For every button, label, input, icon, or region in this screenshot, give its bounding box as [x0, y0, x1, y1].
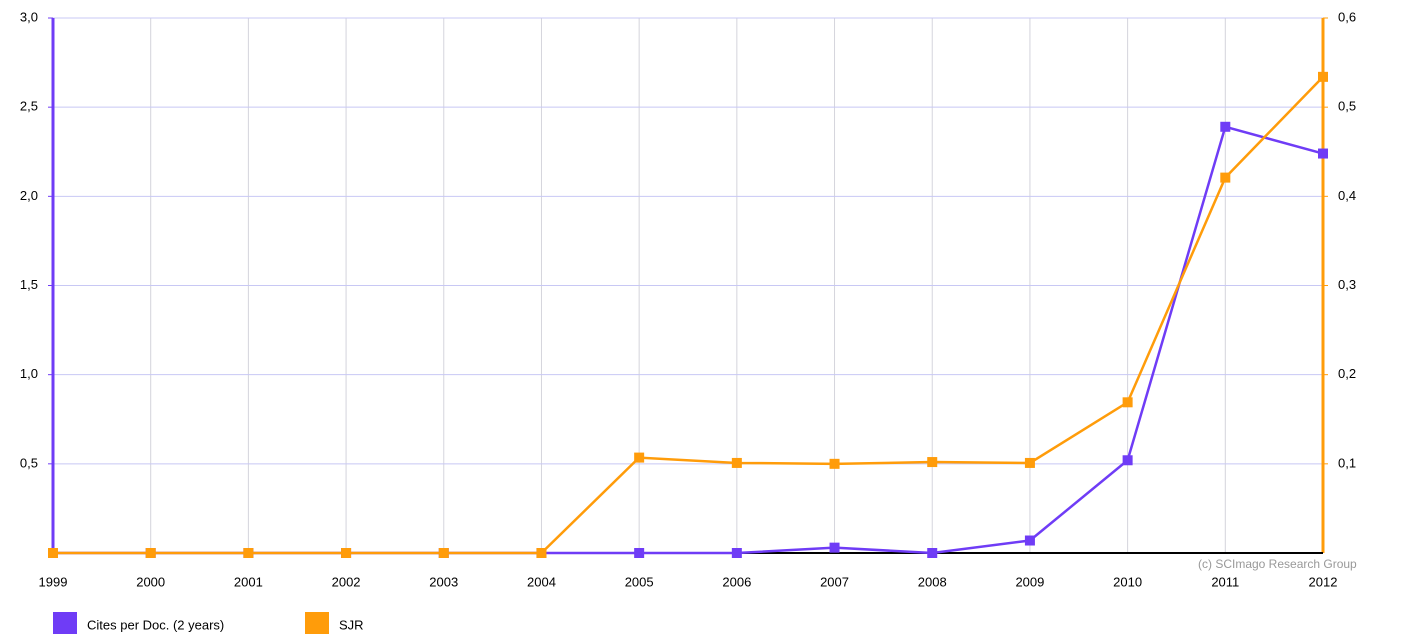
x-tick-label: 2004	[527, 574, 556, 589]
point	[829, 458, 840, 469]
x-tick-label: 2000	[136, 574, 165, 589]
x-tick-label: 2008	[918, 574, 947, 589]
point	[731, 457, 742, 468]
y-tick-label: 0,5	[20, 455, 38, 470]
point	[48, 548, 58, 558]
x-tick-label: 2010	[1113, 574, 1142, 589]
point	[927, 457, 938, 468]
y-tick-label: 1,0	[20, 366, 38, 381]
point	[1220, 121, 1231, 132]
y2-tick-label: 0,1	[1338, 455, 1356, 470]
x-tick-label: 2012	[1309, 574, 1338, 589]
x-tick-label: 1999	[39, 574, 68, 589]
point	[1024, 535, 1035, 546]
point	[829, 542, 840, 553]
x-tick-label: 2002	[332, 574, 361, 589]
y-tick-label: 2,0	[20, 188, 38, 203]
y2-tick-label: 0,6	[1338, 9, 1356, 24]
point	[1122, 455, 1133, 466]
legend-label: Cites per Doc. (2 years)	[87, 617, 224, 632]
point	[1220, 172, 1231, 183]
legend-swatch	[305, 612, 329, 634]
x-tick-label: 2009	[1015, 574, 1044, 589]
x-tick-label: 2001	[234, 574, 263, 589]
y-tick-label: 3,0	[20, 9, 38, 24]
point	[1318, 71, 1328, 82]
x-tick-label: 2007	[820, 574, 849, 589]
point	[243, 548, 254, 558]
point	[634, 452, 645, 463]
y-tick-label: 2,5	[20, 99, 38, 114]
point	[536, 548, 547, 558]
series-line	[53, 75, 1324, 555]
y2-tick-label: 0,5	[1338, 99, 1356, 114]
point	[1318, 148, 1328, 159]
point	[1122, 397, 1133, 408]
point	[438, 548, 449, 558]
point	[145, 548, 156, 558]
y2-tick-label: 0,2	[1338, 366, 1356, 381]
legend-swatch	[53, 612, 77, 634]
x-tick-label: 2006	[722, 574, 751, 589]
legend-label: SJR	[339, 617, 364, 632]
y2-tick-label: 0,3	[1338, 277, 1356, 292]
watermark: (c) SCImago Research Group	[1198, 557, 1357, 571]
x-tick-label: 2003	[429, 574, 458, 589]
y-tick-label: 1,5	[20, 277, 38, 292]
point	[927, 548, 938, 558]
x-tick-label: 2005	[625, 574, 654, 589]
point	[634, 548, 645, 558]
point	[341, 548, 352, 558]
point	[1024, 457, 1035, 468]
y2-tick-label: 0,4	[1338, 188, 1356, 203]
series-line	[53, 125, 1324, 555]
point	[731, 548, 742, 558]
x-tick-label: 2011	[1211, 574, 1239, 589]
